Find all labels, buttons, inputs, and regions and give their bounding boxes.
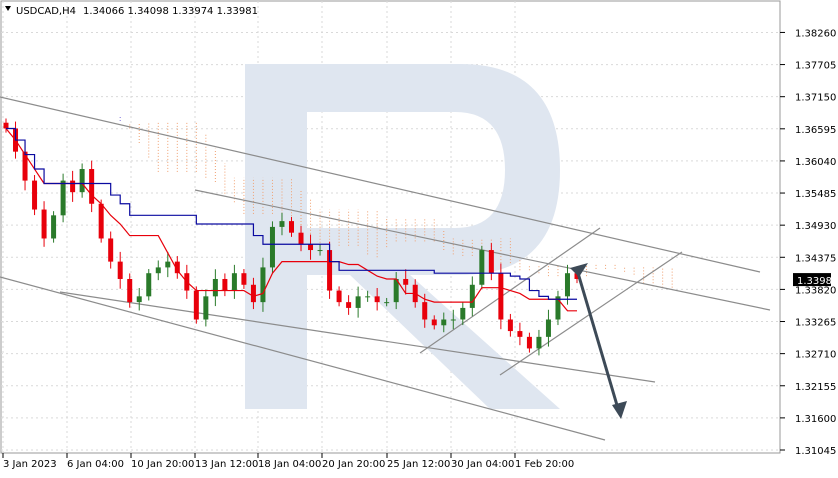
candle: [336, 286, 342, 307]
x-tick-label: 10 Jan 20:00: [131, 459, 194, 470]
chart-header: USDCAD,H4 1.34066 1.34098 1.33974 1.3398…: [5, 6, 258, 17]
y-tick-label: 1.32155: [795, 382, 836, 393]
y-tick-label: 1.36595: [795, 125, 836, 136]
y-tick-label: 1.32710: [795, 350, 836, 361]
x-tick-label: 20 Jan 20:00: [322, 459, 385, 470]
current-price-box: [793, 273, 831, 287]
candle: [165, 251, 171, 278]
y-tick-label: 1.34375: [795, 253, 836, 264]
candle: [469, 276, 475, 317]
y-tick-label: 1.33820: [795, 285, 836, 296]
trend-line: [59, 291, 656, 383]
candle: [89, 160, 95, 213]
current-price-marker: 1.33981: [793, 273, 838, 287]
candle: [98, 199, 104, 243]
x-tick-label: 1 Feb 20:00: [515, 459, 574, 470]
candle: [241, 269, 247, 289]
y-tick-label: 1.33265: [795, 318, 836, 329]
candle: [79, 163, 85, 198]
down-arrow-head: [612, 401, 627, 419]
candle: [555, 290, 561, 326]
candle: [60, 173, 66, 223]
y-tick-label: 1.37705: [795, 61, 836, 72]
current-price-label: 1.33981: [797, 276, 838, 287]
price-axis: 1.38260 1.37705 1.37150 1.36595 1.36040 1.354…: [780, 28, 836, 457]
up-arrow-head: [570, 263, 588, 277]
candle: [374, 288, 380, 311]
forecast-arrows: [570, 263, 627, 419]
candle: [384, 297, 390, 307]
ichimoku-cloud: [119, 116, 673, 288]
candle: [127, 273, 133, 308]
candle: [3, 118, 9, 133]
x-tick-label: 18 Jan 04:00: [258, 459, 321, 470]
y-tick-label: 1.31045: [795, 446, 836, 457]
y-tick-label: 1.36040: [795, 157, 836, 168]
x-tick-label: 25 Jan 12:00: [387, 459, 450, 470]
candle: [308, 234, 314, 260]
candle: [155, 260, 161, 281]
candle: [289, 216, 294, 237]
candle: [365, 290, 371, 302]
candle: [403, 269, 409, 295]
x-tick-label: 13 Jan 12:00: [195, 459, 258, 470]
candle: [450, 309, 456, 330]
candle: [545, 309, 551, 347]
candle: [279, 212, 285, 236]
candle: [355, 286, 361, 318]
trend-line: [0, 96, 761, 273]
candle: [41, 201, 47, 247]
candle: [117, 251, 123, 289]
kijun-sen-line: [6, 127, 577, 300]
candle: [298, 225, 304, 252]
candle: [269, 221, 275, 273]
y-tick-label: 1.31600: [795, 414, 836, 425]
candle: [32, 175, 38, 216]
candle: [146, 269, 152, 301]
candle: [212, 269, 218, 307]
y-tick-label: 1.37150: [795, 93, 836, 104]
ohlc-values: 1.34066 1.34098 1.33974 1.33981: [83, 6, 258, 17]
y-tick-label: 1.35485: [795, 189, 836, 200]
candle: [70, 170, 76, 202]
trend-line: [194, 189, 771, 311]
candle: [222, 273, 228, 297]
symbol-label: USDCAD,H4: [16, 6, 76, 17]
time-axis: 3 Jan 2023 6 Jan 04:00 10 Jan 20:00 13 Jan …: [2, 453, 574, 470]
candle: [441, 312, 447, 333]
candle: [317, 244, 323, 256]
candle: [51, 211, 57, 243]
trend-line: [0, 276, 606, 441]
candle: [346, 295, 352, 315]
candle: [250, 277, 256, 310]
candle: [526, 332, 532, 353]
y-tick-label: 1.34930: [795, 221, 836, 232]
candle: [393, 272, 399, 310]
x-tick-label: 30 Jan 04:00: [451, 459, 514, 470]
candle: [108, 231, 114, 269]
candle: [488, 243, 494, 281]
x-tick-label: 3 Jan 2023: [3, 459, 57, 470]
candle: [260, 257, 266, 312]
candle: [507, 313, 513, 337]
collapse-triangle-icon[interactable]: [5, 6, 11, 11]
candle: [136, 288, 142, 311]
candle: [498, 263, 504, 330]
candle: [479, 245, 485, 289]
tenkan-sen-line: [5, 128, 577, 312]
candle: [431, 315, 437, 330]
candle: [517, 322, 523, 346]
x-tick-label: 6 Jan 04:00: [67, 459, 124, 470]
candle: [174, 256, 180, 279]
candle: [564, 264, 570, 305]
candle: [536, 329, 542, 356]
candle: [460, 302, 466, 326]
y-tick-label: 1.38260: [795, 28, 836, 39]
candle: [231, 264, 237, 299]
candle: [203, 289, 209, 327]
candle: [193, 286, 199, 324]
down-arrow-shaft: [576, 272, 621, 413]
